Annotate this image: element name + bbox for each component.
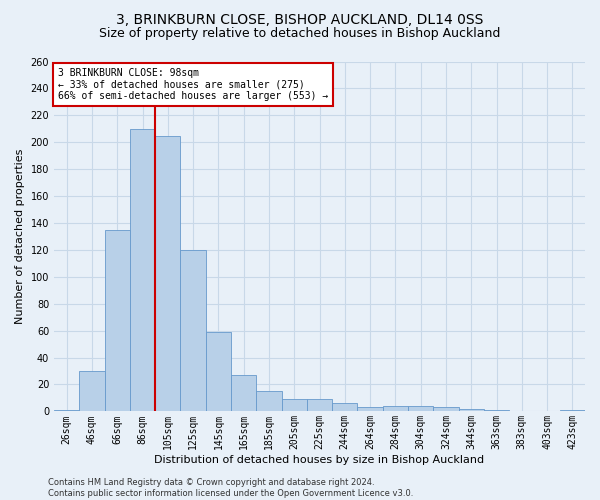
Bar — [358, 408, 383, 412]
Bar — [281, 400, 307, 411]
Text: 3, BRINKBURN CLOSE, BISHOP AUCKLAND, DL14 0SS: 3, BRINKBURN CLOSE, BISHOP AUCKLAND, DL1… — [116, 12, 484, 26]
Bar — [433, 408, 458, 412]
Bar — [181, 250, 206, 412]
Bar — [484, 410, 509, 412]
Bar — [104, 230, 130, 412]
Bar — [155, 136, 181, 411]
Bar — [256, 391, 281, 411]
Bar — [231, 375, 256, 412]
Bar — [307, 400, 332, 411]
Y-axis label: Number of detached properties: Number of detached properties — [15, 149, 25, 324]
Bar — [332, 404, 358, 411]
Bar — [408, 406, 433, 411]
Text: 3 BRINKBURN CLOSE: 98sqm
← 33% of detached houses are smaller (275)
66% of semi-: 3 BRINKBURN CLOSE: 98sqm ← 33% of detach… — [58, 68, 328, 102]
Bar — [560, 410, 585, 412]
Bar — [79, 371, 104, 412]
Text: Size of property relative to detached houses in Bishop Auckland: Size of property relative to detached ho… — [100, 28, 500, 40]
X-axis label: Distribution of detached houses by size in Bishop Auckland: Distribution of detached houses by size … — [154, 455, 485, 465]
Bar — [206, 332, 231, 411]
Bar — [458, 408, 484, 412]
Bar — [130, 129, 155, 412]
Text: Contains HM Land Registry data © Crown copyright and database right 2024.
Contai: Contains HM Land Registry data © Crown c… — [48, 478, 413, 498]
Bar — [54, 410, 79, 412]
Bar — [383, 406, 408, 411]
